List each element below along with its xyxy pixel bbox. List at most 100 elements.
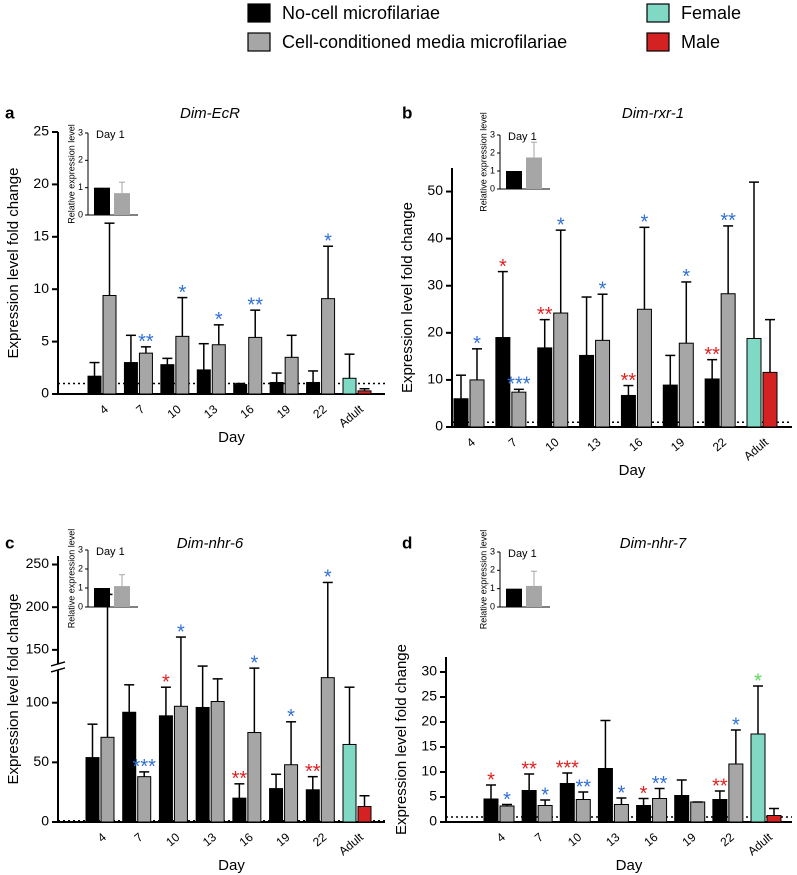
y-tick-label: 200 (26, 598, 50, 614)
bar (284, 764, 299, 823)
inset-y-tick-label: 2 (78, 155, 83, 165)
bar (196, 369, 211, 395)
inset-bar (526, 585, 542, 607)
legend-label: Male (681, 32, 720, 52)
significance-star: ** (305, 761, 321, 783)
inset-y-tick-label: 1 (78, 582, 83, 592)
bar (137, 776, 152, 823)
inset-y-label: Relative expression level (66, 124, 76, 224)
bar (342, 743, 357, 823)
significance-star: * (503, 789, 511, 811)
axis-break-mark (50, 667, 66, 673)
significance-star: * (177, 621, 185, 643)
x-tick-label: 19 (679, 830, 698, 850)
y-tick-label: 20 (427, 324, 443, 340)
y-axis-label: Expression level fold change (5, 594, 22, 785)
inset-y-tick-label: 2 (490, 147, 495, 157)
x-tick-label: 19 (274, 402, 293, 422)
x-tick-label: 13 (584, 435, 603, 455)
y-tick-label: 25 (421, 688, 437, 704)
inset-y-tick-label: 2 (78, 563, 83, 573)
bar (87, 375, 102, 395)
x-tick-label: 7 (132, 830, 146, 845)
axis-break-mark (50, 661, 66, 667)
bar (284, 356, 299, 395)
y-tick-label: 10 (33, 280, 49, 296)
y-tick-label: 30 (421, 663, 437, 679)
bar (320, 677, 335, 823)
panel-letter: c (5, 533, 14, 552)
x-tick-label: 19 (668, 435, 687, 455)
inset-y-tick-label: 0 (490, 183, 495, 193)
inset-title: Day 1 (508, 131, 537, 143)
legend-label: No-cell microfilariae (282, 3, 440, 23)
significance-star: ** (704, 344, 720, 366)
inset-bar (114, 586, 130, 607)
inset-y-label: Relative expression level (478, 112, 488, 212)
bar (232, 797, 247, 823)
significance-star: * (324, 567, 332, 589)
inset-y-label: Relative expression level (66, 529, 76, 629)
bar (248, 336, 263, 395)
y-axis-label: Expression level fold change (399, 202, 416, 393)
y-tick-label: 0 (435, 418, 443, 434)
bar (537, 347, 553, 428)
y-tick-label: 150 (26, 641, 50, 657)
x-tick-label: 4 (95, 830, 109, 845)
bar (342, 377, 357, 395)
significance-star: ** (138, 331, 154, 353)
x-tick-label: 4 (97, 402, 111, 417)
bar (233, 384, 248, 395)
bar (595, 339, 611, 428)
bar (597, 768, 613, 823)
significance-star: ** (232, 768, 248, 790)
bar (728, 763, 744, 823)
inset-y-tick-label: 0 (490, 601, 495, 611)
bar (521, 790, 537, 823)
bar (766, 815, 782, 823)
legend-swatch (247, 3, 271, 23)
x-tick-label: 10 (165, 402, 184, 422)
significance-star: * (754, 670, 762, 692)
bar (211, 344, 226, 395)
bar (662, 384, 678, 428)
significance-star: ** (621, 370, 637, 392)
y-tick-label: 30 (427, 276, 443, 292)
inset-y-tick-label: 3 (490, 546, 495, 556)
bar (511, 391, 527, 428)
bar (269, 788, 284, 823)
bar (678, 342, 694, 428)
y-axis-label: Expression level fold change (5, 168, 22, 359)
inset-y-tick-label: 2 (490, 565, 495, 575)
bar (579, 354, 595, 428)
bar (636, 805, 652, 823)
y-tick-label: 5 (429, 788, 437, 804)
inset-bar (94, 588, 110, 607)
inset-y-tick-label: 1 (490, 165, 495, 175)
legend-swatch (646, 3, 670, 23)
significance-star: * (324, 231, 332, 253)
significance-star: * (473, 333, 481, 355)
significance-star: ** (652, 773, 668, 795)
significance-star: * (215, 309, 223, 331)
inset-title: Day 1 (96, 129, 125, 141)
bar (158, 715, 173, 823)
x-tick-label: 10 (542, 435, 561, 455)
x-tick-label: 4 (464, 435, 478, 450)
bar (85, 757, 100, 823)
inset-bar (506, 171, 522, 189)
y-tick-label: 5 (41, 332, 49, 348)
bar (746, 337, 762, 428)
x-axis-label: Day (619, 462, 646, 479)
panel-title: Dim-rxr-1 (622, 105, 684, 122)
panel-letter: a (5, 103, 15, 122)
significance-star: ** (537, 304, 553, 326)
significance-star: ** (720, 210, 736, 232)
bar (620, 394, 636, 428)
y-tick-label: 0 (41, 385, 49, 401)
x-axis-label: Day (616, 857, 643, 874)
significance-star: * (178, 282, 186, 304)
y-tick-label: 50 (427, 182, 443, 198)
y-tick-label: 100 (26, 693, 50, 709)
bar (652, 798, 668, 823)
